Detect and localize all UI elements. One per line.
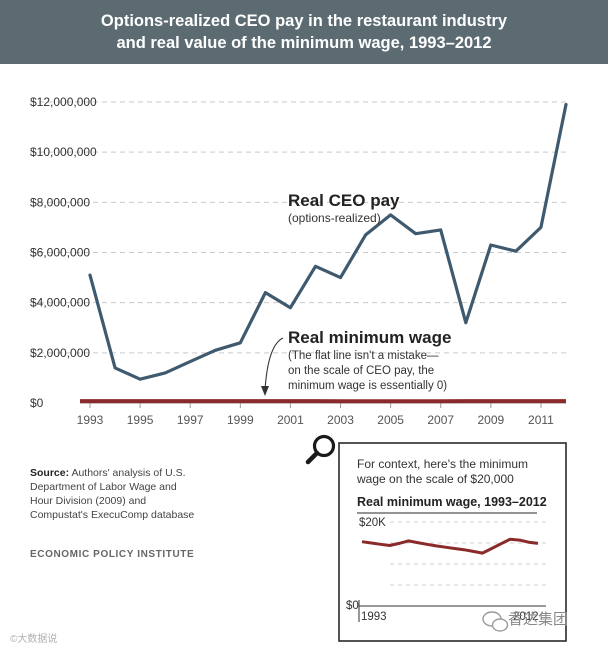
inset-series-line-min-wage [361,537,539,555]
x-tick-label: 2003 [327,413,354,427]
x-tick-label: 2007 [427,413,454,427]
chart-title-line1: Options-realized CEO pay in the restaura… [100,12,508,30]
y-tick-labels: $0 $2,000,000 $4,000,000 $6,000,000 $8,000,0… [30,95,97,410]
annotation-arrowhead [261,386,269,396]
x-tick-label: 1993 [77,413,104,427]
source-note: Source: Authors' analysis of U.S. Depart… [30,466,200,522]
y-tick-label: $10,000,000 [30,145,97,159]
wechat-icon [482,611,509,632]
y-tick-label: $6,000,000 [30,246,90,260]
min-wage-series-label: Real minimum wage [288,328,451,347]
magnifier-icon [305,434,336,465]
x-tick-label: 1995 [127,413,154,427]
x-tick-label: 2005 [377,413,404,427]
inset-context-line1: For context, here's the minimum [357,457,528,471]
y-tick-label: $0 [30,396,44,410]
inset-y-tick-top: $20K [359,517,386,529]
watermark-right: 香达集团 [508,611,569,628]
x-tick-label: 1997 [177,413,204,427]
x-tick-label: 2001 [277,413,304,427]
publisher-name: ECONOMIC POLICY INSTITUTE [30,549,195,560]
y-tick-label: $4,000,000 [30,296,90,310]
inset-y-tick-bottom: $0 [346,600,359,612]
annotation-arrow [264,337,284,391]
x-tick-labels: 1993 1995 1997 1999 2001 2003 2005 2007 2009 2011 [77,403,554,427]
ceo-series-note: (options-realized) [288,211,381,225]
chart-title-line2: and real value of the minimum wage, 1993… [116,34,492,52]
x-tick-label: 1999 [227,413,254,427]
inset-grid-lines [390,521,546,586]
min-wage-note-line2: on the scale of CEO pay, the [288,365,434,377]
inset-x-tick-end: 2012 [513,611,539,623]
watermark-left: ©大数据说 [10,634,58,645]
x-tick-label: 2011 [528,413,554,427]
inset-x-tick-start: 1993 [361,611,387,623]
inset-title: Real minimum wage, 1993–2012 [357,495,547,509]
inset-box [338,442,567,642]
min-wage-note-line1: (The flat line isn't a mistake— [288,350,439,362]
source-text: Authors' analysis of U.S. Department of … [30,467,195,521]
inset-axis [358,600,546,622]
min-wage-note-line3: minimum wage is essentially 0) [288,380,447,392]
inset-context-line2: wage on the scale of $20,000 [356,472,514,486]
x-tick-label: 2009 [477,413,504,427]
ceo-pay-points [89,104,567,380]
ceo-series-label: Real CEO pay [288,191,400,210]
y-tick-label: $8,000,000 [30,195,90,209]
chart-header: Options-realized CEO pay in the restaura… [0,0,608,64]
inset-min-wage-points [361,539,539,554]
y-tick-label: $2,000,000 [30,346,90,360]
inset-panel: For context, here's the minimum wage on … [338,442,567,642]
series-line-ceo-pay [88,102,568,381]
y-tick-label: $12,000,000 [30,95,97,109]
source-label: Source: [30,467,70,479]
chart-title: Options-realized CEO pay in the restaura… [0,10,608,54]
